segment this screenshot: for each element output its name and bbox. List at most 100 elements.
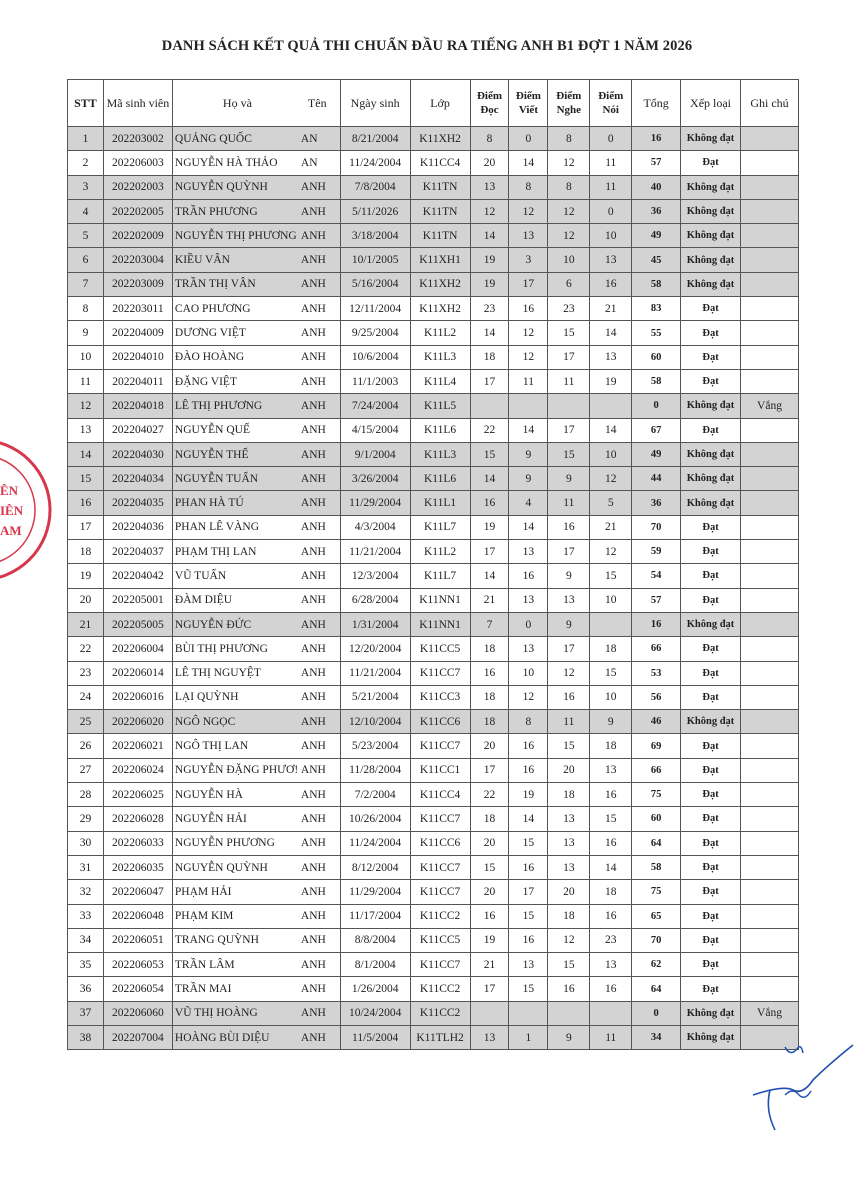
surname: TRẦN THỊ VÂN bbox=[174, 278, 256, 291]
cell-reading: 13 bbox=[469, 1024, 510, 1051]
cell-full-name: NGUYỄN HÀ THẢO AN bbox=[171, 150, 341, 176]
given-name: ANH bbox=[300, 278, 326, 291]
cell-note bbox=[740, 296, 799, 322]
given-name: ANH bbox=[300, 618, 326, 631]
cell-rank: Không đạt bbox=[680, 393, 741, 419]
surname: NGUYỄN QUỲNH bbox=[174, 861, 268, 874]
cell-speaking: 16 bbox=[589, 830, 633, 856]
cell-rank: Không đạt bbox=[680, 1024, 741, 1051]
cell-note bbox=[740, 709, 799, 735]
cell-dob: 11/29/2004 bbox=[339, 490, 411, 516]
cell-class: K11NN1 bbox=[409, 587, 471, 613]
cell-rank: Đạt bbox=[680, 879, 741, 905]
table-row: 25 202206020 NGÔ NGỌC ANH 12/10/2004 K11CC6 18… bbox=[67, 709, 799, 735]
cell-student-id: 202206060 bbox=[102, 1000, 173, 1026]
table-row: 9 202204009 DƯƠNG VIỆT ANH 9/25/2004 K11L2 14 1… bbox=[67, 320, 799, 346]
table-row: 10 202204010 ĐÀO HOÀNG ANH 10/6/2004 K11L3 18 1… bbox=[67, 344, 799, 370]
cell-listening bbox=[547, 393, 591, 419]
cell-stt: 32 bbox=[67, 879, 104, 905]
cell-student-id: 202206020 bbox=[102, 709, 173, 735]
cell-rank: Không đạt bbox=[680, 490, 741, 516]
cell-student-id: 202206048 bbox=[102, 903, 173, 929]
cell-speaking: 13 bbox=[589, 247, 633, 273]
cell-full-name: NGUYỄN TUẤN ANH bbox=[171, 466, 341, 492]
cell-stt: 38 bbox=[67, 1024, 104, 1051]
cell-class: K11CC6 bbox=[409, 830, 471, 856]
cell-listening: 12 bbox=[547, 198, 591, 225]
cell-total: 57 bbox=[631, 150, 682, 176]
cell-writing: 13 bbox=[508, 952, 549, 978]
cell-writing: 15 bbox=[508, 976, 549, 1002]
cell-stt: 2 bbox=[67, 150, 104, 176]
cell-reading: 18 bbox=[469, 709, 510, 735]
given-name: ANH bbox=[300, 424, 326, 437]
cell-class: K11CC6 bbox=[409, 709, 471, 735]
cell-stt: 12 bbox=[67, 393, 104, 419]
cell-stt: 1 bbox=[67, 125, 104, 152]
cell-stt: 11 bbox=[67, 368, 104, 395]
given-name: ANH bbox=[300, 351, 326, 364]
cell-writing: 16 bbox=[508, 733, 549, 759]
given-name: ANH bbox=[300, 910, 326, 923]
cell-stt: 29 bbox=[67, 806, 104, 832]
table-row: 34 202206051 TRANG QUỲNH ANH 8/8/2004 K11CC5 1… bbox=[67, 927, 799, 954]
cell-full-name: NGUYỄN PHƯƠNG ANH bbox=[171, 830, 341, 856]
cell-stt: 21 bbox=[67, 611, 104, 638]
cell-reading bbox=[469, 393, 510, 419]
surname: NGUYỄN ĐỨC bbox=[174, 618, 252, 631]
cell-reading: 19 bbox=[469, 271, 510, 298]
cell-listening: 11 bbox=[547, 490, 591, 516]
table-row: 26 202206021 NGÔ THỊ LAN ANH 5/23/2004 K11CC7… bbox=[67, 733, 799, 759]
cell-stt: 6 bbox=[67, 247, 104, 273]
table-row: 6 202203004 KIỀU VÂN ANH 10/1/2005 K11XH1 19 3 1… bbox=[67, 247, 799, 273]
header-stt: STT bbox=[67, 79, 104, 127]
cell-student-id: 202206053 bbox=[102, 952, 173, 978]
cell-note bbox=[740, 854, 799, 881]
cell-speaking: 16 bbox=[589, 782, 633, 808]
cell-note bbox=[740, 684, 799, 711]
header-speaking: Điểm Nói bbox=[589, 79, 633, 127]
cell-speaking: 15 bbox=[589, 660, 633, 686]
cell-class: K11CC7 bbox=[409, 879, 471, 905]
cell-full-name: TRẦN MAI ANH bbox=[171, 976, 341, 1002]
cell-writing: 17 bbox=[508, 879, 549, 905]
cell-note bbox=[740, 490, 799, 516]
table-row: 2 202206003 NGUYỄN HÀ THẢO AN 11/24/2004 K11C… bbox=[67, 150, 799, 176]
cell-dob: 11/29/2004 bbox=[339, 879, 411, 905]
surname: PHAN LÊ VÀNG bbox=[174, 521, 260, 534]
cell-listening: 17 bbox=[547, 539, 591, 565]
cell-student-id: 202206024 bbox=[102, 757, 173, 784]
cell-dob: 11/5/2004 bbox=[339, 1024, 411, 1051]
cell-stt: 13 bbox=[67, 417, 104, 443]
header-student-id: Mã sinh viên bbox=[102, 79, 173, 127]
cell-note bbox=[740, 611, 799, 638]
cell-student-id: 202206025 bbox=[102, 782, 173, 808]
cell-stt: 10 bbox=[67, 344, 104, 370]
cell-listening: 16 bbox=[547, 976, 591, 1002]
cell-full-name: NGUYỄN QUỲNH ANH bbox=[171, 854, 341, 881]
cell-writing: 0 bbox=[508, 125, 549, 152]
surname: DƯƠNG VIỆT bbox=[174, 327, 246, 340]
cell-full-name: PHẠM HẢI ANH bbox=[171, 879, 341, 905]
given-name: ANH bbox=[300, 764, 326, 777]
cell-student-id: 202205001 bbox=[102, 587, 173, 613]
cell-listening: 8 bbox=[547, 174, 591, 200]
cell-writing: 13 bbox=[508, 223, 549, 249]
cell-stt: 34 bbox=[67, 927, 104, 954]
cell-full-name: VŨ TUẤN ANH bbox=[171, 563, 341, 589]
cell-writing: 16 bbox=[508, 854, 549, 881]
surname: TRẦN MAI bbox=[174, 983, 232, 996]
cell-writing: 16 bbox=[508, 296, 549, 322]
cell-reading: 19 bbox=[469, 927, 510, 954]
header-listening: Điểm Nghe bbox=[547, 79, 591, 127]
cell-dob: 8/8/2004 bbox=[339, 927, 411, 954]
cell-writing: 16 bbox=[508, 927, 549, 954]
cell-rank: Đạt bbox=[680, 903, 741, 929]
table-row: 17 202204036 PHAN LÊ VÀNG ANH 4/3/2004 K11L7 1… bbox=[67, 514, 799, 541]
cell-rank: Đạt bbox=[680, 976, 741, 1002]
surname: HOÀNG BÙI DIỆU bbox=[174, 1031, 270, 1044]
cell-speaking: 19 bbox=[589, 368, 633, 395]
cell-class: K11XH1 bbox=[409, 247, 471, 273]
cell-writing: 19 bbox=[508, 782, 549, 808]
cell-class: K11L6 bbox=[409, 417, 471, 443]
